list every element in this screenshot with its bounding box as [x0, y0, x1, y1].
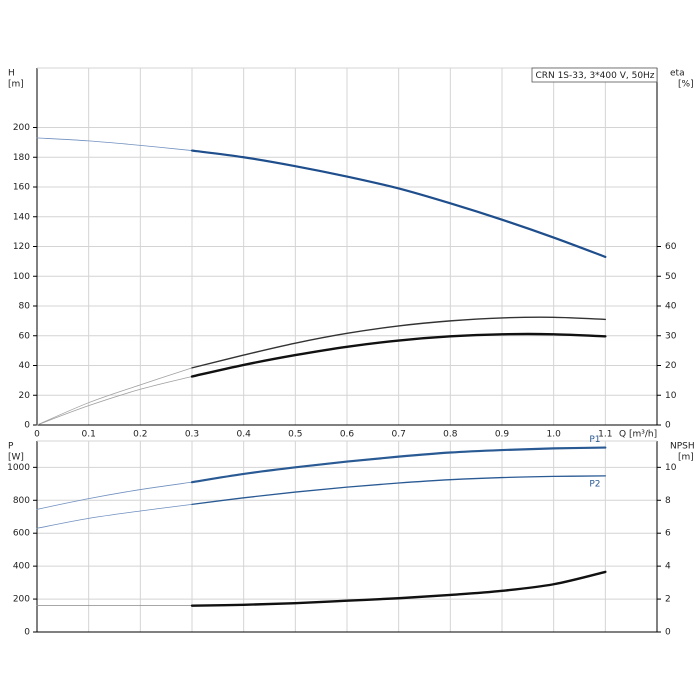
y-axis-unit: [m]: [8, 80, 24, 90]
curve: [191, 316, 607, 369]
y-tick-label: 140: [13, 212, 30, 222]
y-tick-label: 800: [13, 496, 30, 506]
y-tick-label: 120: [13, 242, 30, 252]
y2-tick-label: 30: [665, 331, 677, 341]
curve: [190, 332, 607, 378]
y2-tick-label: 60: [665, 242, 677, 252]
x-tick-label: 0.5: [288, 430, 302, 440]
x-axis-label: Q [m³/h]: [619, 430, 657, 440]
y2-tick-label: 10: [665, 463, 677, 473]
x-tick-label: 0.3: [185, 430, 199, 440]
y-tick-label: 1000: [7, 463, 30, 473]
x-tick-label: 0.7: [392, 430, 406, 440]
x-tick-label: 0.2: [133, 430, 147, 440]
x-tick-label: 1.0: [547, 430, 562, 440]
curve: [36, 367, 193, 426]
y2-tick-label: 8: [665, 496, 671, 506]
y-tick-label: 200: [13, 595, 30, 605]
y2-axis-unit: [m]: [678, 453, 694, 463]
title-box: [531, 67, 658, 83]
x-tick-label: 0.9: [495, 430, 510, 440]
y2-tick-label: 0: [665, 628, 671, 638]
x-tick-label: 0.8: [443, 430, 458, 440]
y2-tick-label: 6: [665, 529, 671, 539]
y2-tick-label: 50: [665, 272, 677, 282]
curve: [191, 475, 606, 506]
curve: [36, 481, 193, 510]
y2-axis-label: eta: [670, 69, 685, 79]
y2-tick-label: 20: [665, 361, 677, 371]
y-tick-label: 80: [19, 302, 31, 312]
y2-tick-label: 10: [665, 391, 677, 401]
y-tick-label: 160: [13, 183, 30, 193]
curve: [190, 446, 607, 484]
chart-title: CRN 1S-33, 3*400 V, 50Hz: [535, 71, 654, 81]
y2-tick-label: 2: [665, 595, 671, 605]
y-tick-label: 100: [13, 272, 30, 282]
y2-tick-label: 4: [665, 562, 671, 572]
curve-label: P1: [589, 435, 600, 445]
y-tick-label: 600: [13, 529, 30, 539]
y-axis-unit: [W]: [8, 453, 24, 463]
y2-tick-label: 40: [665, 302, 677, 312]
y-tick-label: 0: [24, 421, 30, 431]
x-tick-label: 0.1: [82, 430, 96, 440]
curve: [36, 503, 193, 529]
y-tick-label: 180: [13, 153, 30, 163]
curve: [36, 376, 193, 426]
curve: [190, 570, 607, 607]
y-axis-label: P: [8, 442, 14, 452]
x-tick-label: 0: [34, 430, 40, 440]
y2-tick-label: 0: [665, 421, 671, 431]
x-tick-label: 0.4: [237, 430, 252, 440]
y-tick-label: 40: [19, 361, 31, 371]
curve-label: P2: [589, 479, 600, 489]
y2-axis-unit: [%]: [678, 80, 694, 90]
curve: [190, 149, 607, 259]
y-tick-label: 400: [13, 562, 30, 572]
y-tick-label: 60: [19, 331, 31, 341]
y-tick-label: 20: [19, 391, 31, 401]
x-tick-label: 0.6: [340, 430, 355, 440]
x-tick-label: 1.1: [598, 430, 612, 440]
y-tick-label: 200: [13, 123, 30, 133]
y-axis-label: H: [8, 69, 15, 79]
y2-axis-label: NPSH: [670, 442, 695, 452]
y-tick-label: 0: [24, 628, 30, 638]
curve: [36, 137, 193, 151]
